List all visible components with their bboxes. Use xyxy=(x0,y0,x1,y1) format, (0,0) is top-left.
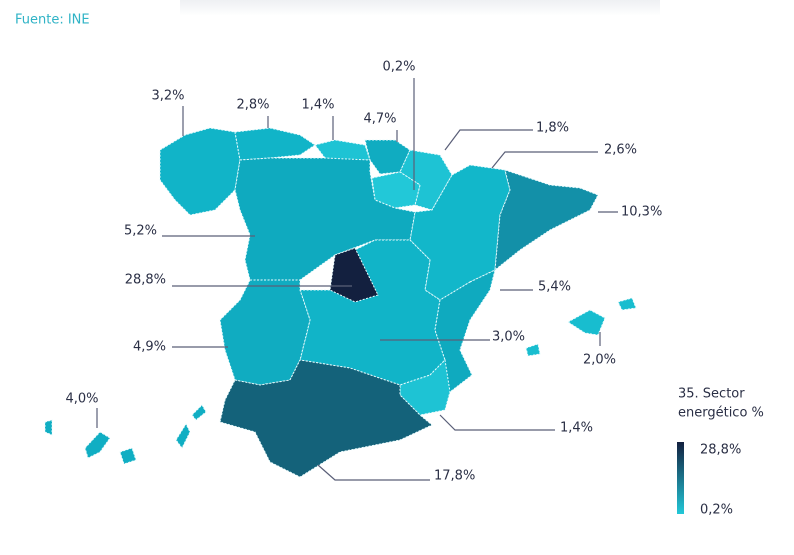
region-label: 2,8% xyxy=(236,98,269,113)
region xyxy=(119,447,137,465)
region-label: 28,8% xyxy=(125,273,166,288)
region xyxy=(175,422,191,449)
region xyxy=(191,404,207,421)
region xyxy=(234,157,416,281)
legend-title: energético % xyxy=(678,406,764,421)
region-label: 3,0% xyxy=(492,330,525,345)
region-label: 4,0% xyxy=(65,392,98,407)
leader-line xyxy=(439,414,555,431)
region-label: 4,7% xyxy=(363,112,396,127)
region xyxy=(219,279,311,386)
region xyxy=(567,309,606,336)
labels: 3,2% 2,8% 1,4% 4,7% 0,2% 1,8% 2,6% 10,3%… xyxy=(65,60,662,484)
legend-max: 28,8% xyxy=(700,443,741,458)
region-label: 2,0% xyxy=(583,353,616,368)
region xyxy=(84,431,111,459)
region xyxy=(159,127,241,216)
header-shadow xyxy=(180,0,660,16)
region xyxy=(234,127,316,161)
region-label: 2,6% xyxy=(604,143,637,158)
region xyxy=(617,297,637,311)
region-label: 1,4% xyxy=(560,421,593,436)
region-label: 5,2% xyxy=(124,224,157,239)
region-label: 5,4% xyxy=(538,280,571,295)
region xyxy=(494,169,599,272)
region-label: 4,9% xyxy=(133,340,166,355)
leader-line xyxy=(444,129,533,151)
region-label: 3,2% xyxy=(151,89,184,104)
source: Fuente: INE xyxy=(15,13,90,28)
region-label: 1,8% xyxy=(536,121,569,136)
region-label: 10,3% xyxy=(621,205,662,220)
region xyxy=(329,247,379,303)
region-label: 0,2% xyxy=(382,60,415,75)
legend-title: 35. Sector xyxy=(678,387,745,402)
leader-line xyxy=(317,464,430,481)
region xyxy=(434,269,496,393)
region xyxy=(525,343,541,357)
leader-line xyxy=(491,151,598,169)
region-label: 1,4% xyxy=(301,98,334,113)
map xyxy=(44,127,637,478)
region xyxy=(219,359,433,478)
region xyxy=(44,419,53,436)
leader-lines xyxy=(96,78,618,481)
legend-min: 0,2% xyxy=(700,503,733,518)
region xyxy=(314,139,371,161)
region xyxy=(371,171,421,209)
legend: 35. Sector energético % 28,8% 0,2% xyxy=(677,387,764,518)
legend-gradient xyxy=(677,442,684,514)
region-label: 17,8% xyxy=(434,469,475,484)
